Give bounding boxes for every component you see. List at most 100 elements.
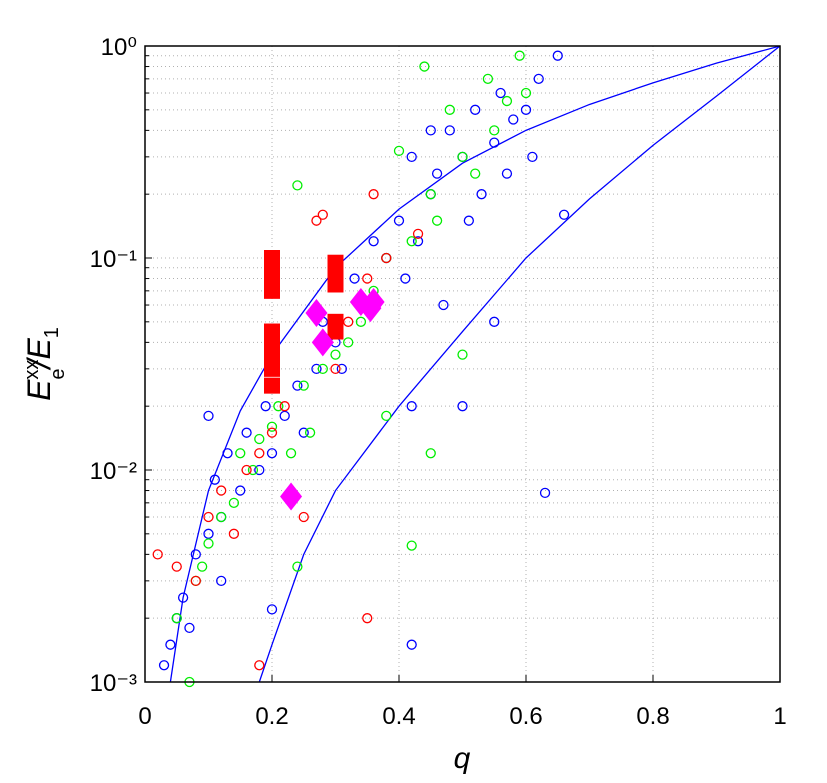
point <box>457 401 468 412</box>
x-tick-label: 0.4 <box>382 703 415 730</box>
diamond-point <box>359 294 382 323</box>
point <box>222 448 233 459</box>
curve <box>169 45 781 683</box>
point <box>216 511 227 523</box>
point <box>501 168 513 179</box>
point <box>273 401 284 412</box>
point <box>381 252 392 264</box>
x-tick-label: 0.8 <box>636 703 669 730</box>
point <box>158 660 170 671</box>
y-tick-label: 10⁻² <box>90 458 137 485</box>
x-tick-label: 0.2 <box>255 703 288 730</box>
diamond-point <box>311 328 334 357</box>
point <box>266 421 278 432</box>
point <box>241 427 252 438</box>
point <box>431 215 443 226</box>
point <box>381 410 392 422</box>
y-axis-label: Exx e/E1 <box>21 327 69 401</box>
point <box>476 189 487 200</box>
y-tick-label: 10⁻¹ <box>90 246 137 273</box>
y-label-part: xx <box>21 360 43 380</box>
diamond-point <box>305 299 328 328</box>
point <box>260 401 271 412</box>
point <box>241 464 252 476</box>
point <box>165 639 176 650</box>
plot-marks <box>152 45 781 688</box>
point <box>393 215 405 226</box>
point <box>343 337 354 348</box>
point <box>196 561 208 572</box>
curve <box>258 45 781 683</box>
square-point <box>264 377 280 394</box>
point <box>266 448 278 459</box>
point <box>228 528 240 539</box>
point <box>209 474 221 485</box>
point <box>184 622 195 634</box>
point <box>489 125 500 136</box>
point <box>368 236 379 247</box>
point <box>438 299 449 311</box>
point <box>203 410 214 422</box>
point <box>203 528 214 539</box>
point <box>330 349 341 360</box>
point <box>470 104 481 115</box>
point <box>470 168 481 179</box>
point <box>444 125 455 136</box>
point <box>425 189 436 200</box>
point <box>216 575 227 587</box>
y-label-part: 1 <box>41 327 63 338</box>
point <box>349 273 360 284</box>
square-point <box>327 323 344 340</box>
point <box>203 538 214 549</box>
square-point <box>327 276 344 293</box>
point <box>406 401 417 412</box>
y-label-part: E <box>21 379 57 401</box>
point <box>495 87 506 99</box>
point <box>177 592 189 603</box>
point <box>425 125 436 136</box>
square-point <box>264 270 280 287</box>
x-tick-label: 0.6 <box>509 703 542 730</box>
point <box>419 61 430 72</box>
point <box>393 145 405 157</box>
square-point <box>264 334 280 351</box>
point <box>152 549 163 560</box>
point <box>235 485 246 496</box>
point <box>336 363 348 375</box>
point <box>406 540 417 551</box>
y-tick-label: 10⁻³ <box>90 670 137 697</box>
point <box>190 549 201 560</box>
point <box>330 363 341 375</box>
point <box>228 497 240 508</box>
point <box>552 50 563 61</box>
point <box>203 511 214 523</box>
point <box>298 380 309 391</box>
point <box>425 448 436 459</box>
point <box>298 427 309 438</box>
point <box>457 349 468 360</box>
point <box>317 209 328 220</box>
point <box>514 50 525 61</box>
point <box>247 464 259 476</box>
x-tick-label: 0 <box>138 703 151 730</box>
point <box>279 401 290 412</box>
point <box>254 464 265 476</box>
point <box>355 316 367 327</box>
point <box>266 604 278 615</box>
point <box>311 363 322 375</box>
point <box>508 114 519 125</box>
point <box>406 151 417 163</box>
point <box>400 273 411 284</box>
point <box>254 433 265 445</box>
point <box>317 363 328 375</box>
point <box>292 180 303 191</box>
point <box>285 448 297 459</box>
point <box>501 95 513 107</box>
point <box>171 561 182 572</box>
point <box>311 215 322 226</box>
point <box>444 104 455 115</box>
square-point <box>264 360 280 377</box>
point <box>266 427 278 438</box>
point <box>457 151 468 163</box>
